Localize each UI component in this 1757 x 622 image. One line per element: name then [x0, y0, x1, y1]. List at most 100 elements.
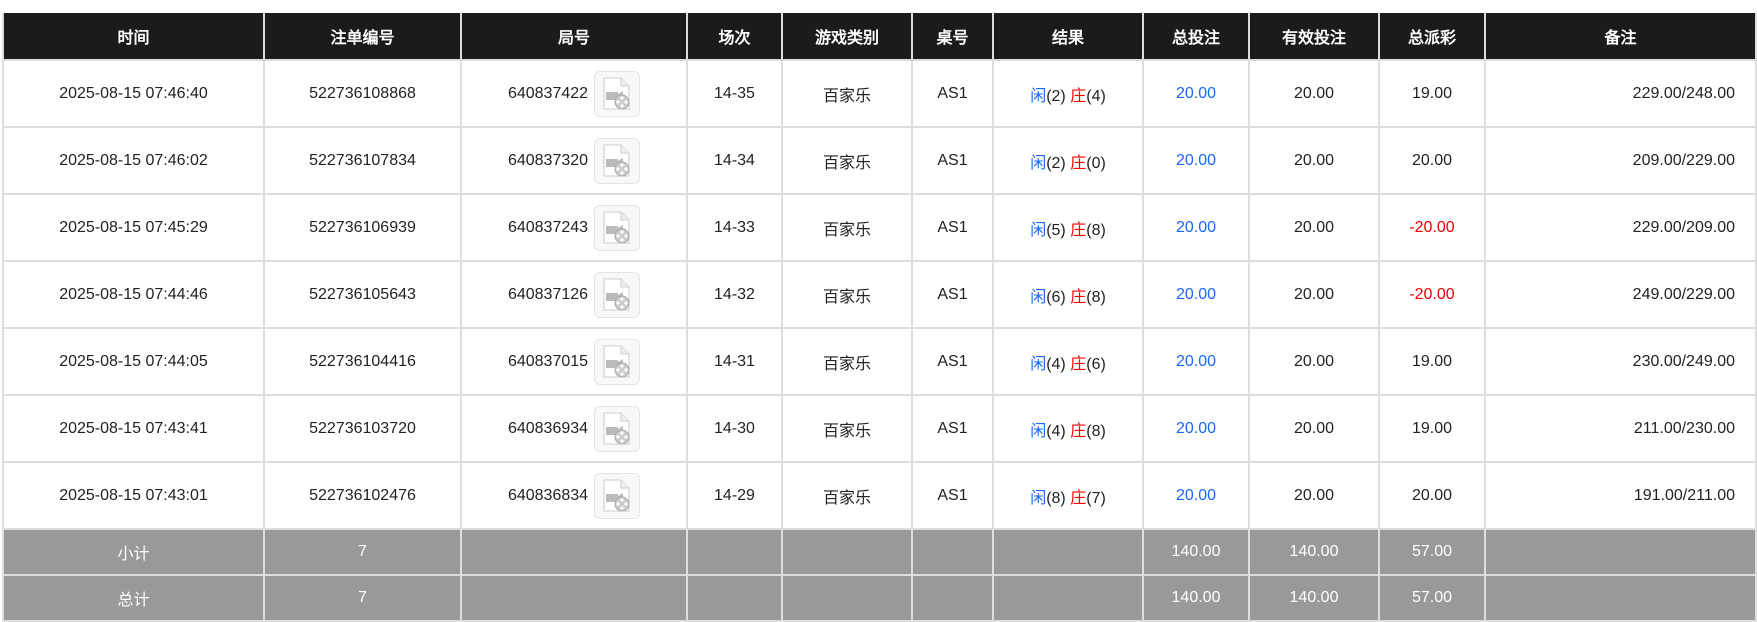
- round-cell: 640837320: [460, 126, 688, 195]
- table-row: 2025-08-15 07:45:29 522736106939 640837243…: [2, 193, 1757, 262]
- summary-count: 7: [263, 574, 462, 622]
- bet-id-cell: 522736104416: [263, 327, 462, 396]
- payout-cell: 20.00: [1378, 461, 1486, 530]
- banker-label: 庄: [1070, 355, 1087, 373]
- player-score: (4): [1046, 355, 1066, 373]
- video-replay-icon[interactable]: [594, 405, 641, 452]
- player-score: (4): [1046, 422, 1066, 440]
- summary-label: 总计: [2, 574, 265, 622]
- banker-score: (8): [1086, 422, 1106, 440]
- table-row: 2025-08-15 07:46:40 522736108868 640837422…: [2, 59, 1757, 128]
- result-cell: 闲(2) 庄(0): [992, 126, 1144, 195]
- game-type-cell: 百家乐: [781, 394, 913, 463]
- header-total-bet: 总投注: [1142, 13, 1250, 60]
- banker-score: (7): [1086, 489, 1106, 507]
- remark-cell: 230.00/249.00: [1484, 327, 1757, 396]
- banker-label: 庄: [1070, 154, 1087, 172]
- session-cell: 14-32: [686, 260, 783, 329]
- banker-score: (6): [1086, 355, 1106, 373]
- game-type-cell: 百家乐: [781, 260, 913, 329]
- round-cell: 640836834: [460, 461, 688, 530]
- round-cell: 640837422: [460, 59, 688, 128]
- round-number: 640837243: [507, 218, 589, 236]
- table-no-cell: AS1: [911, 461, 994, 530]
- remark-cell: 249.00/229.00: [1484, 260, 1757, 329]
- banker-label: 庄: [1070, 288, 1087, 306]
- result-cell: 闲(4) 庄(6): [992, 327, 1144, 396]
- total-bet-cell: 20.00: [1142, 394, 1250, 463]
- table-row: 2025-08-15 07:44:05 522736104416 640837015…: [2, 327, 1757, 396]
- header-game-type: 游戏类别: [781, 13, 913, 60]
- game-type-cell: 百家乐: [781, 193, 913, 262]
- table-row: 2025-08-15 07:43:41 522736103720 640836934…: [2, 394, 1757, 463]
- table-row: 2025-08-15 07:44:46 522736105643 640837126…: [2, 260, 1757, 329]
- video-replay-icon[interactable]: [594, 472, 641, 519]
- summary-total-bet: 140.00: [1142, 574, 1250, 622]
- header-payout: 总派彩: [1378, 13, 1486, 60]
- video-replay-icon[interactable]: [594, 204, 641, 251]
- bet-id-cell: 522736103720: [263, 394, 462, 463]
- round-number: 640837320: [507, 151, 589, 169]
- player-label: 闲: [1030, 221, 1047, 239]
- total-bet-cell: 20.00: [1142, 59, 1250, 128]
- empty-cell: [781, 528, 913, 576]
- session-cell: 14-29: [686, 461, 783, 530]
- game-type-cell: 百家乐: [781, 59, 913, 128]
- player-score: (5): [1046, 221, 1066, 239]
- result-cell: 闲(4) 庄(8): [992, 394, 1144, 463]
- summary-total-bet: 140.00: [1142, 528, 1250, 576]
- valid-bet-cell: 20.00: [1248, 260, 1380, 329]
- round-cell: 640837015: [460, 327, 688, 396]
- banker-label: 庄: [1070, 221, 1087, 239]
- player-label: 闲: [1030, 154, 1047, 172]
- subtotal-row: 小计 7 140.00 140.00 57.00: [2, 528, 1757, 576]
- valid-bet-cell: 20.00: [1248, 59, 1380, 128]
- table-row: 2025-08-15 07:43:01 522736102476 640836834…: [2, 461, 1757, 530]
- table-no-cell: AS1: [911, 193, 994, 262]
- time-cell: 2025-08-15 07:44:46: [2, 260, 265, 329]
- payout-cell: 19.00: [1378, 394, 1486, 463]
- time-cell: 2025-08-15 07:44:05: [2, 327, 265, 396]
- player-score: (8): [1046, 489, 1066, 507]
- round-cell: 640836934: [460, 394, 688, 463]
- time-cell: 2025-08-15 07:45:29: [2, 193, 265, 262]
- empty-cell: [911, 528, 994, 576]
- header-time: 时间: [2, 13, 265, 60]
- session-cell: 14-30: [686, 394, 783, 463]
- bet-id-cell: 522736107834: [263, 126, 462, 195]
- player-score: (6): [1046, 288, 1066, 306]
- total-bet-cell: 20.00: [1142, 193, 1250, 262]
- empty-cell: [992, 528, 1144, 576]
- session-cell: 14-35: [686, 59, 783, 128]
- header-bet-id: 注单编号: [263, 13, 462, 60]
- bet-records-table: 时间 注单编号 局号 场次 游戏类别 桌号 结果 总投注 有效投注 总派彩 备注 2025-08-1…: [2, 13, 1757, 622]
- session-cell: 14-31: [686, 327, 783, 396]
- video-replay-icon[interactable]: [594, 271, 641, 318]
- empty-cell: [460, 574, 688, 622]
- banker-score: (8): [1086, 288, 1106, 306]
- video-replay-icon[interactable]: [594, 137, 641, 184]
- remark-cell: 209.00/229.00: [1484, 126, 1757, 195]
- player-score: (2): [1046, 154, 1066, 172]
- video-replay-icon[interactable]: [594, 338, 641, 385]
- remark-cell: 229.00/209.00: [1484, 193, 1757, 262]
- banker-score: (0): [1086, 154, 1106, 172]
- video-replay-icon[interactable]: [594, 70, 641, 117]
- header-result: 结果: [992, 13, 1144, 60]
- valid-bet-cell: 20.00: [1248, 461, 1380, 530]
- empty-cell: [1484, 528, 1757, 576]
- time-cell: 2025-08-15 07:43:01: [2, 461, 265, 530]
- summary-payout: 57.00: [1378, 528, 1486, 576]
- time-cell: 2025-08-15 07:46:02: [2, 126, 265, 195]
- total-bet-cell: 20.00: [1142, 126, 1250, 195]
- round-number: 640837126: [507, 285, 589, 303]
- table-header: 时间 注单编号 局号 场次 游戏类别 桌号 结果 总投注 有效投注 总派彩 备注: [2, 13, 1757, 60]
- player-label: 闲: [1030, 355, 1047, 373]
- banker-label: 庄: [1070, 489, 1087, 507]
- table-no-cell: AS1: [911, 126, 994, 195]
- result-cell: 闲(6) 庄(8): [992, 260, 1144, 329]
- remark-cell: 211.00/230.00: [1484, 394, 1757, 463]
- round-cell: 640837243: [460, 193, 688, 262]
- banker-label: 庄: [1070, 87, 1087, 105]
- table-no-cell: AS1: [911, 59, 994, 128]
